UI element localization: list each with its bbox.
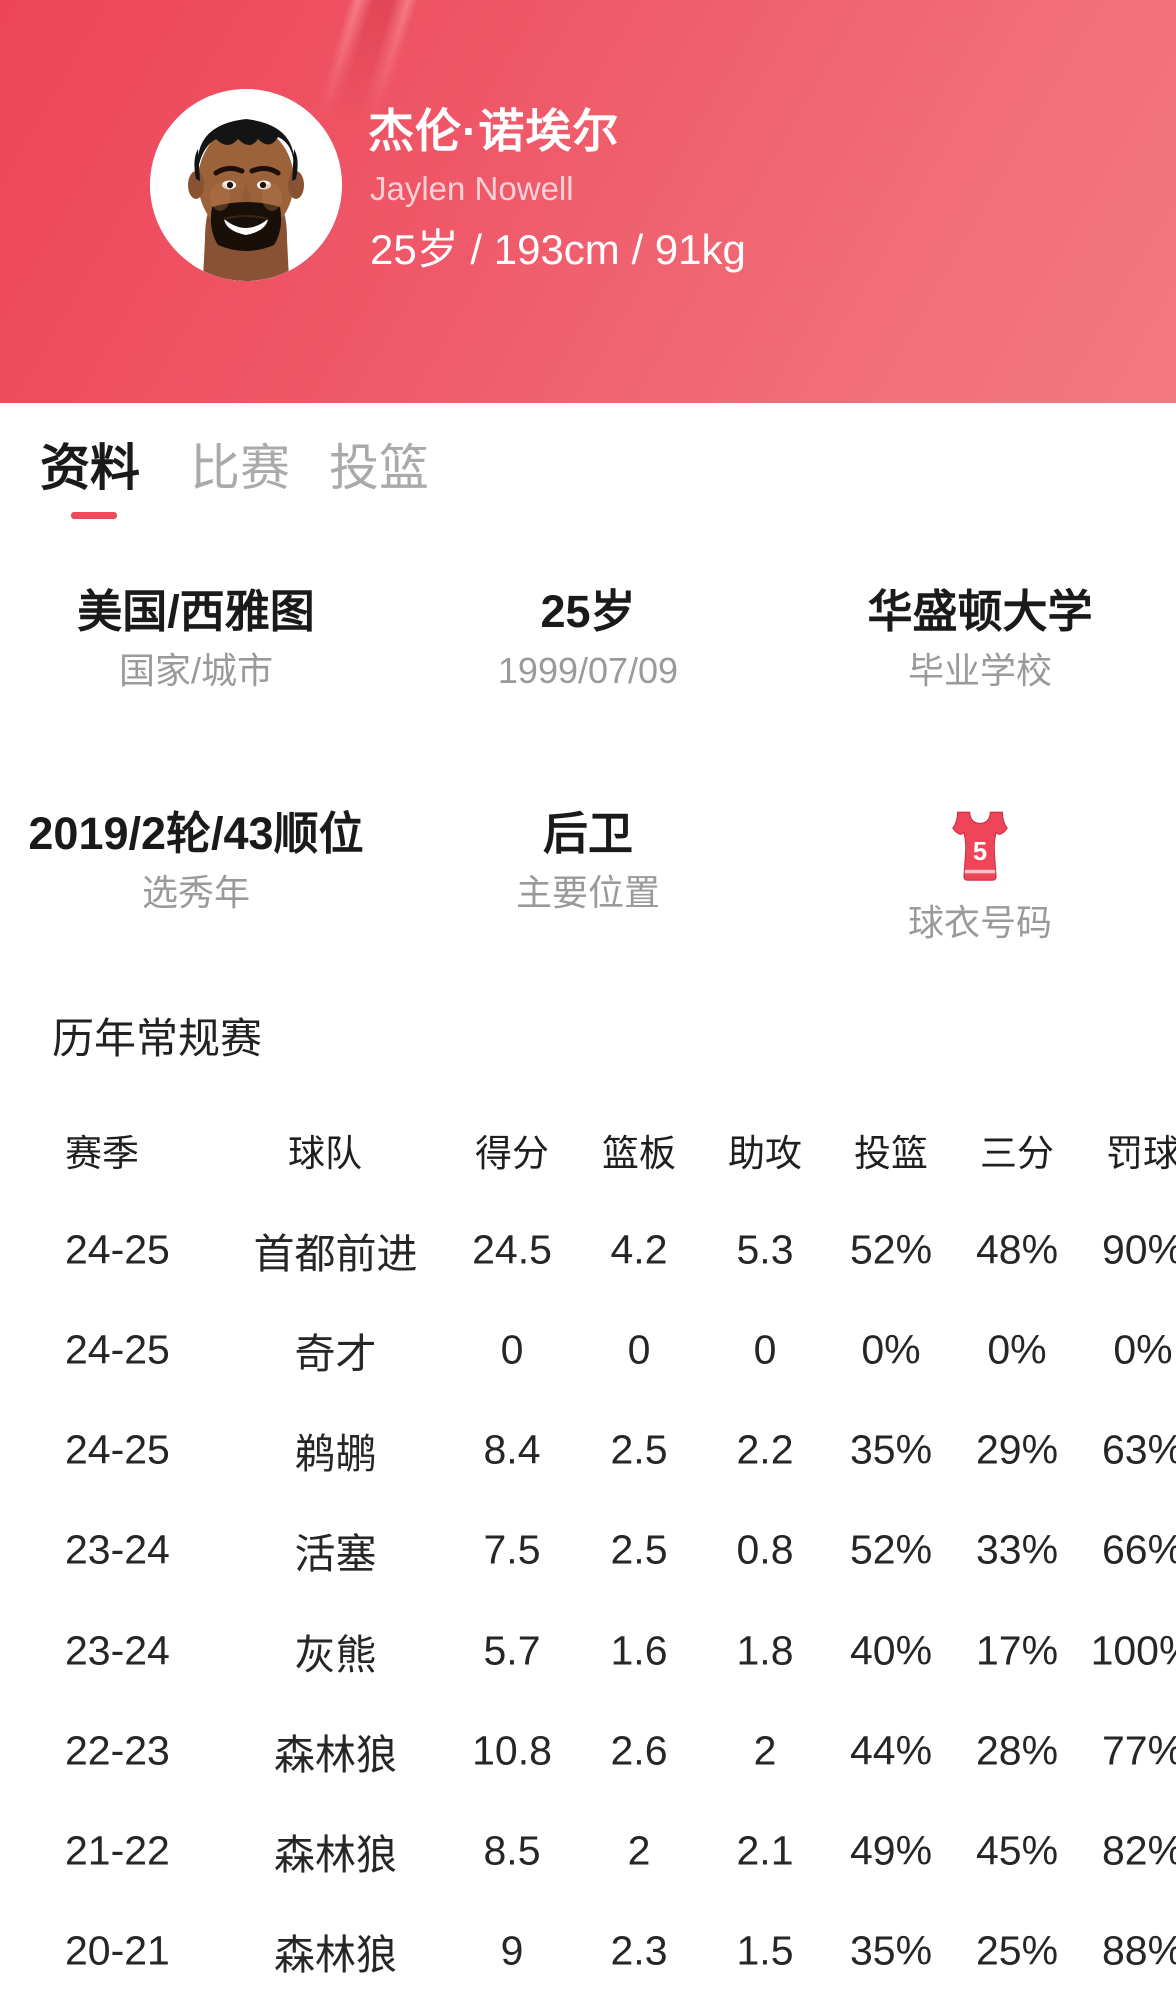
- svg-text:5: 5: [973, 838, 987, 866]
